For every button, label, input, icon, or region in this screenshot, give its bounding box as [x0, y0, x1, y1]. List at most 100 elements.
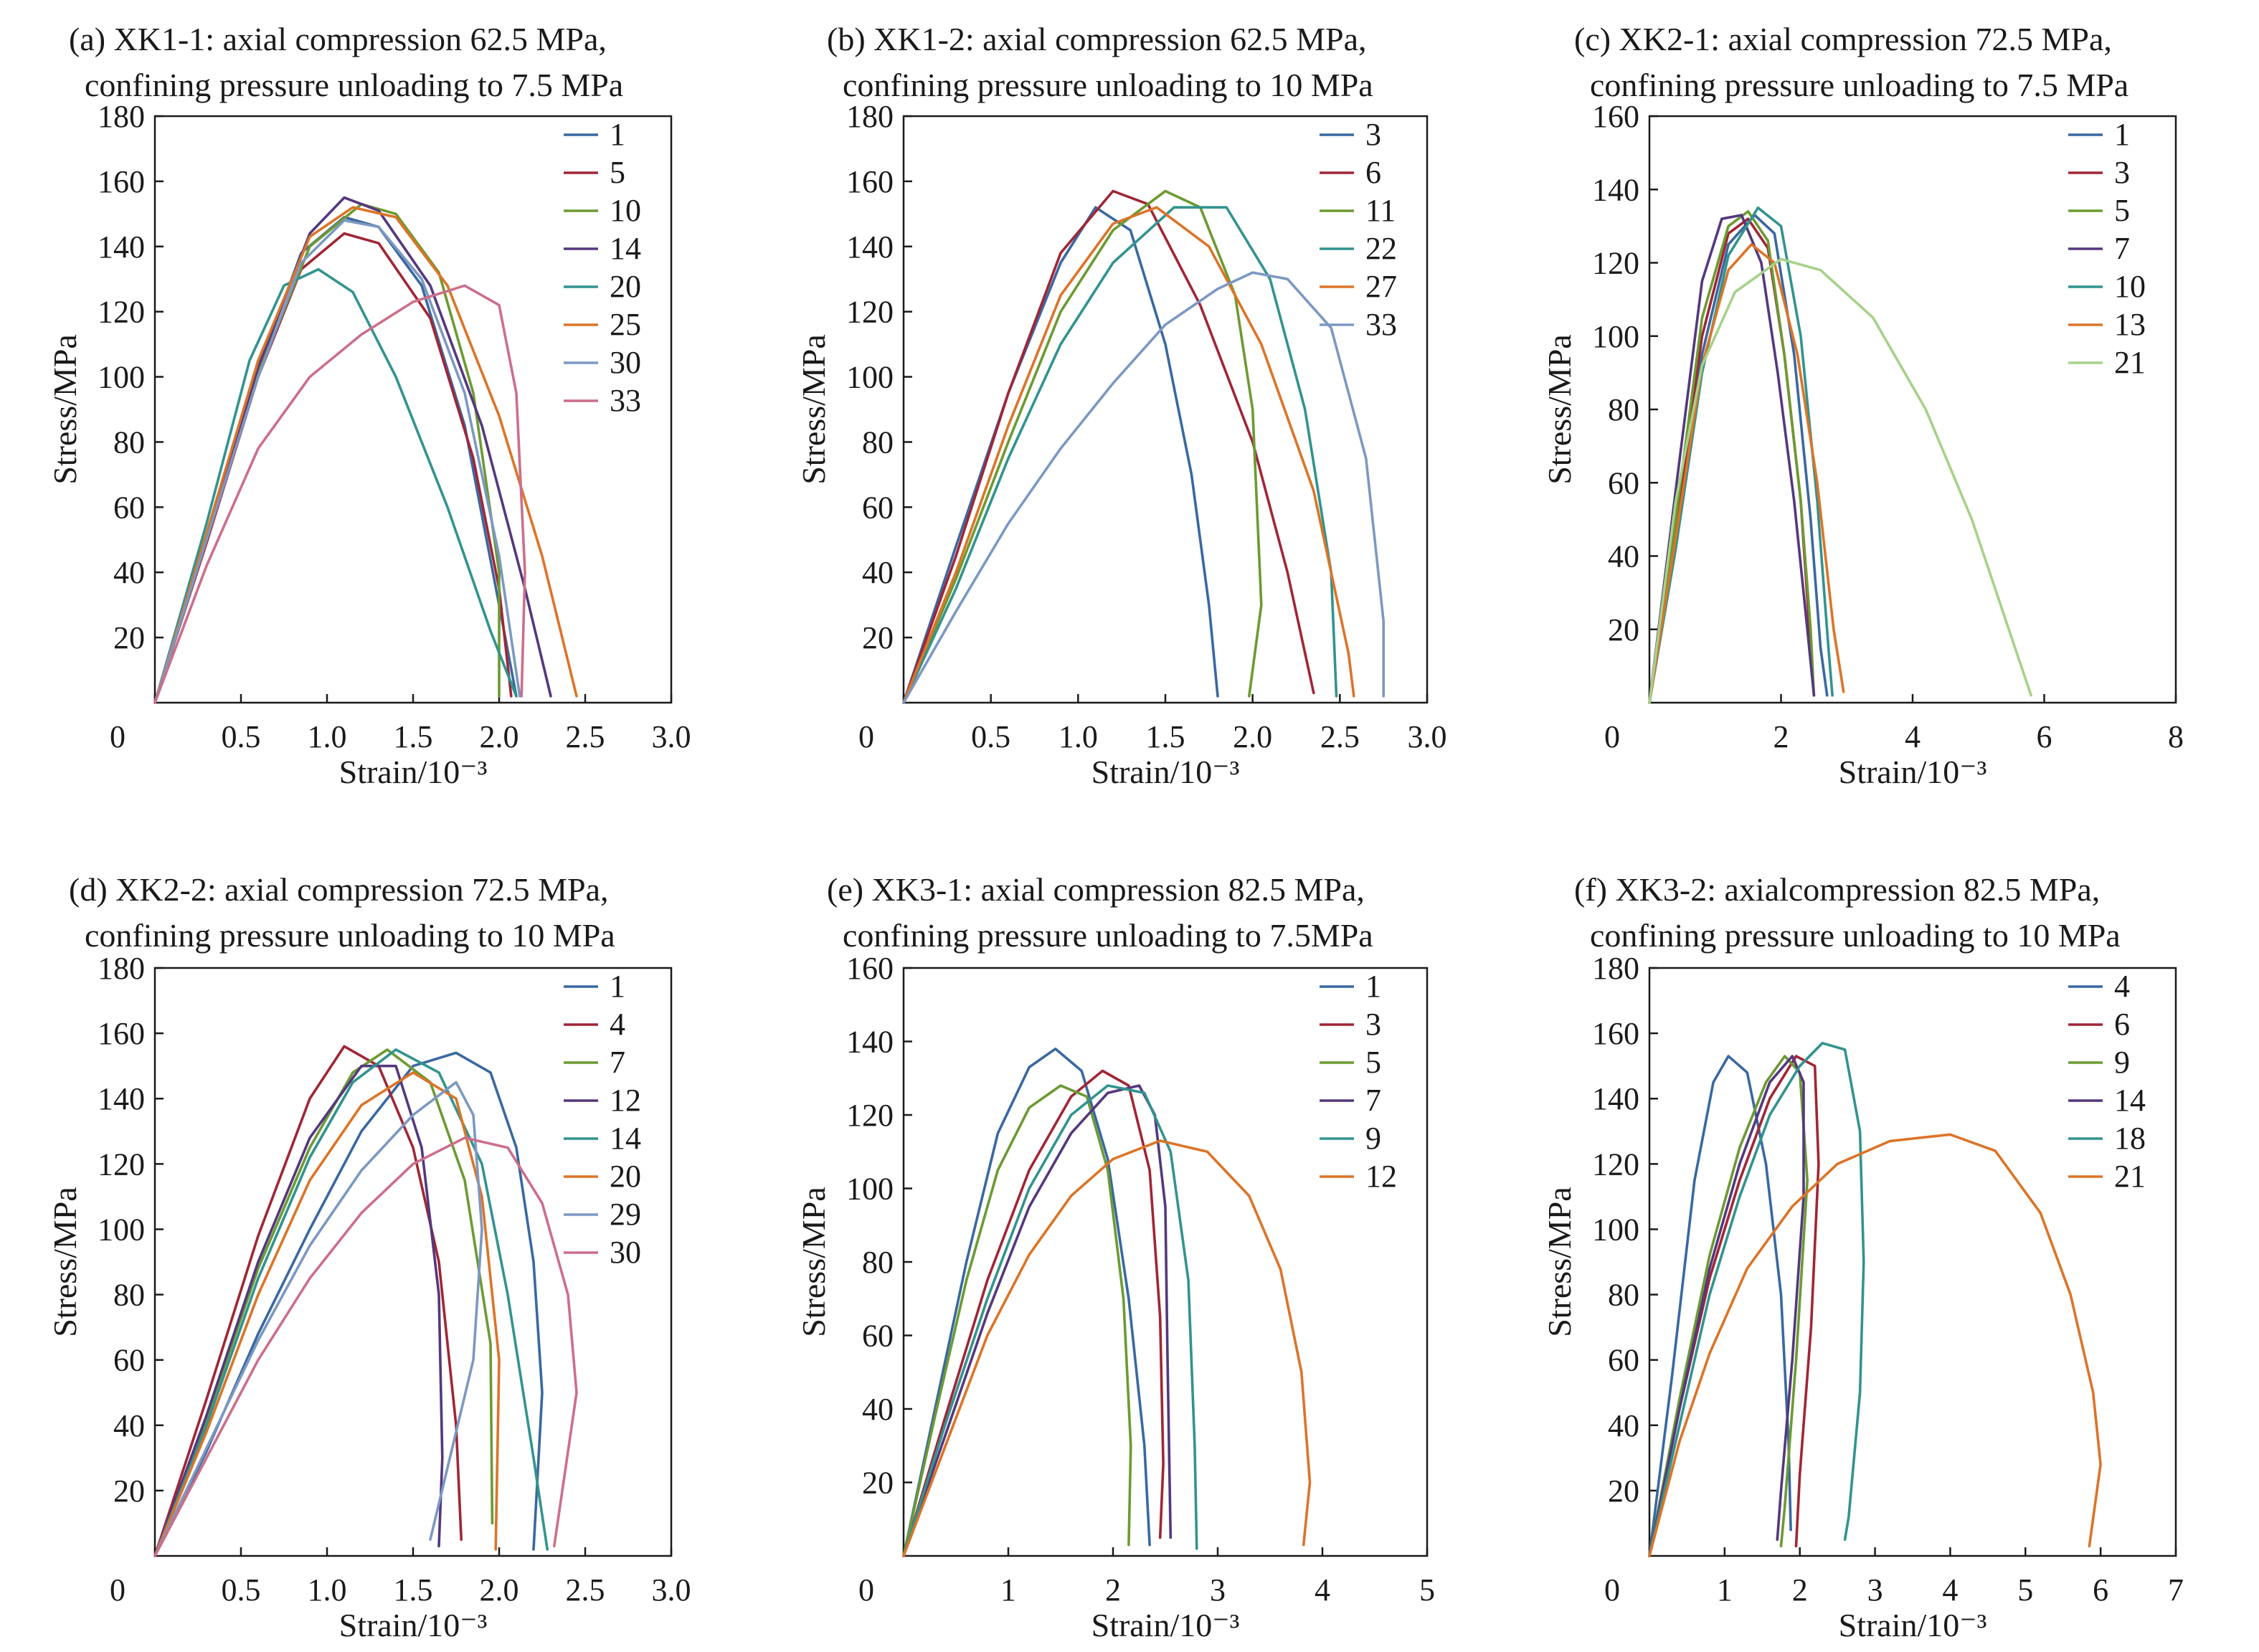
- x-tick-label: 1.5: [1146, 719, 1185, 754]
- series-line-7: [153, 1048, 494, 1557]
- legend-label: 33: [1365, 307, 1397, 342]
- y-tick-label: 100: [98, 1212, 145, 1247]
- panel-1: (a) XK1-1: axial compression 62.5 MPa, co…: [47, 21, 691, 790]
- legend-label: 25: [610, 307, 641, 342]
- series-line-29: [153, 1081, 483, 1557]
- x-tick-label: 3: [1867, 1572, 1883, 1608]
- y-tick-label: 180: [98, 951, 145, 986]
- x-tick-label: 0.5: [222, 719, 261, 754]
- panel-5: (e) XK3-1: axial compression 82.5 MPa, co…: [795, 871, 1435, 1643]
- x-axis-label: Strain/10⁻³: [339, 754, 488, 790]
- legend-label: 3: [2114, 155, 2130, 190]
- legend-label: 4: [610, 1007, 625, 1042]
- legend-label: 30: [610, 345, 641, 380]
- series-line-12: [902, 1139, 1312, 1557]
- y-tick-label: 60: [1608, 465, 1639, 500]
- x-tick-label: 1.5: [394, 719, 433, 754]
- legend-label: 20: [610, 1159, 641, 1194]
- series-line-4: [1648, 1055, 1792, 1557]
- panel-title-line1: (a) XK1-1: axial compression 62.5 MPa,: [69, 21, 607, 57]
- legend-label: 21: [2114, 345, 2146, 380]
- series-line-4: [153, 1045, 463, 1557]
- panel-title-line2: confining pressure unloading to 7.5 MPa: [85, 67, 623, 103]
- legend-label: 10: [2114, 269, 2146, 304]
- series-line-3: [902, 206, 1219, 704]
- legend-label: 6: [1365, 155, 1381, 190]
- panel-title-line1: (b) XK1-2: axial compression 62.5 MPa,: [827, 21, 1367, 57]
- y-tick-label: 160: [1592, 99, 1639, 134]
- x-tick-label: 0: [858, 1572, 874, 1608]
- series-line-5: [1648, 210, 1816, 704]
- x-axis-label: Strain/10⁻³: [339, 1607, 488, 1643]
- y-tick-label: 140: [1592, 172, 1639, 207]
- y-tick-label: 160: [846, 164, 894, 199]
- panel-6: (f) XK3-2: axialcompression 82.5 MPa, con…: [1541, 871, 2184, 1643]
- x-tick-label: 3.0: [652, 719, 691, 754]
- legend-label: 10: [610, 193, 641, 228]
- x-tick-label: 5: [2017, 1572, 2033, 1608]
- y-tick-label: 100: [846, 360, 894, 395]
- series-line-7: [902, 1084, 1173, 1557]
- plot-frame: [902, 115, 1429, 704]
- panel-title-line2: confining pressure unloading to 7.5 MPa: [1590, 67, 2128, 103]
- legend-label: 22: [1365, 231, 1397, 266]
- y-tick-label: 80: [862, 1245, 894, 1280]
- y-tick-label: 60: [862, 490, 894, 525]
- legend-label: 7: [610, 1045, 625, 1080]
- x-tick-label: 0: [858, 719, 874, 754]
- y-tick-label: 140: [98, 1081, 145, 1116]
- y-tick-label: 100: [1592, 1212, 1639, 1247]
- x-tick-label: 2: [1773, 719, 1789, 754]
- x-tick-label: 0: [110, 719, 126, 754]
- legend-label: 3: [1365, 1007, 1381, 1042]
- series-line-5: [902, 1084, 1132, 1557]
- y-tick-label: 80: [1608, 1278, 1639, 1313]
- series-line-1: [153, 1051, 544, 1557]
- x-tick-label: 2.5: [1320, 719, 1360, 754]
- legend-label: 4: [2114, 969, 2130, 1004]
- series-line-21: [1648, 257, 2032, 704]
- y-tick-label: 20: [113, 620, 145, 655]
- x-tick-label: 5: [1419, 1572, 1435, 1608]
- legend-label: 29: [610, 1197, 641, 1232]
- panel-title-line1: (e) XK3-1: axial compression 82.5 MPa,: [827, 871, 1365, 908]
- x-tick-label: 1.0: [308, 719, 347, 754]
- series-line-20: [153, 1071, 501, 1557]
- legend-label: 7: [1365, 1083, 1381, 1118]
- series-line-6: [902, 189, 1315, 704]
- y-tick-label: 60: [1608, 1343, 1639, 1378]
- x-tick-label: 1.0: [308, 1572, 347, 1608]
- series-line-21: [1648, 1133, 2102, 1557]
- y-tick-label: 120: [98, 1147, 145, 1182]
- y-tick-label: 40: [862, 1392, 894, 1427]
- y-tick-label: 160: [98, 164, 145, 199]
- y-tick-label: 80: [113, 1278, 145, 1313]
- legend-label: 33: [610, 383, 641, 418]
- y-axis-label: Stress/MPa: [47, 334, 83, 485]
- x-tick-label: 2: [1792, 1572, 1808, 1608]
- y-tick-label: 160: [846, 951, 894, 986]
- legend-label: 1: [610, 969, 625, 1004]
- x-tick-label: 2.5: [566, 1572, 605, 1608]
- x-tick-label: 0.5: [222, 1572, 261, 1608]
- series-line-18: [1648, 1042, 1865, 1557]
- panel-title-line1: (c) XK2-1: axial compression 72.5 MPa,: [1574, 21, 2112, 57]
- plot-frame: [1648, 967, 2177, 1557]
- y-tick-label: 180: [1592, 951, 1639, 986]
- y-tick-label: 40: [1608, 1408, 1639, 1443]
- x-axis-label: Strain/10⁻³: [1091, 754, 1240, 790]
- legend-label: 1: [2114, 117, 2130, 152]
- legend-label: 1: [610, 117, 625, 152]
- y-axis-label: Stress/MPa: [1541, 1187, 1578, 1337]
- x-tick-label: 0.5: [971, 719, 1010, 754]
- x-tick-label: 4: [1315, 1572, 1330, 1608]
- x-tick-label: 7: [2168, 1572, 2184, 1608]
- legend-label: 30: [610, 1235, 641, 1270]
- series-line-30: [153, 1136, 578, 1557]
- series-line-14: [153, 1048, 549, 1557]
- series-line-10: [1648, 206, 1834, 704]
- y-tick-label: 120: [846, 1098, 894, 1133]
